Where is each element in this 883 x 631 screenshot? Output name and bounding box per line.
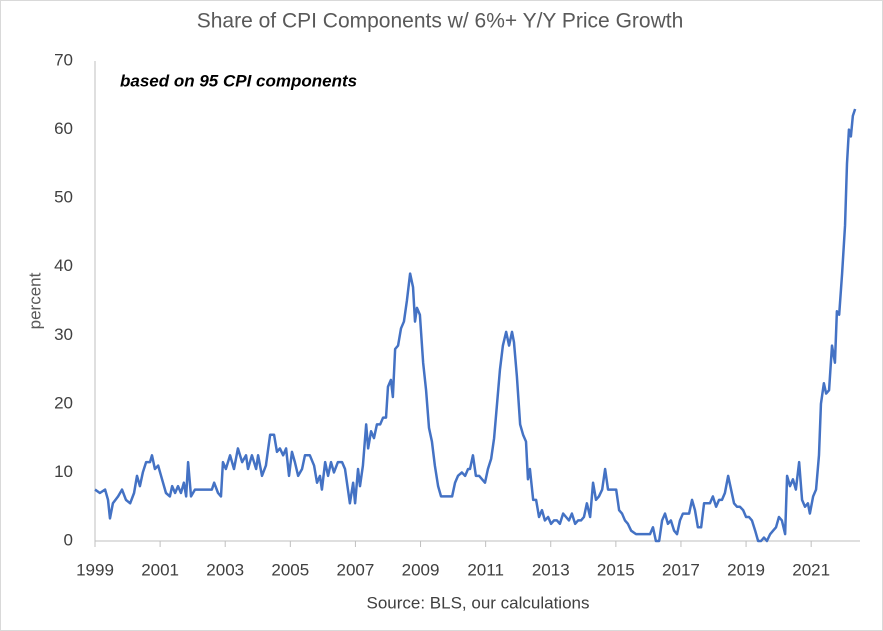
x-tick-label: 2013 — [532, 560, 570, 579]
x-axis-label: Source: BLS, our calculations — [366, 593, 589, 612]
x-tick-label: 2017 — [662, 560, 700, 579]
y-tick-label: 20 — [54, 393, 73, 412]
y-tick-label: 0 — [64, 530, 73, 549]
x-tick-label: 1999 — [76, 560, 114, 579]
y-tick-label: 70 — [54, 50, 73, 69]
y-tick-label: 10 — [54, 462, 73, 481]
y-tick-label: 30 — [54, 325, 73, 344]
x-tick-label: 2007 — [337, 560, 375, 579]
x-tick-label: 2015 — [597, 560, 635, 579]
x-tick-label: 2005 — [271, 560, 309, 579]
y-tick-label: 40 — [54, 256, 73, 275]
x-tick-label: 2003 — [206, 560, 244, 579]
annotation: based on 95 CPI components — [120, 71, 357, 90]
y-tick-label: 60 — [54, 119, 73, 138]
data-line — [94, 108, 857, 543]
x-tick-label: 2019 — [727, 560, 765, 579]
y-tick-label: 50 — [54, 188, 73, 207]
x-tick-label: 2011 — [467, 560, 504, 579]
x-tick-label: 2009 — [402, 560, 440, 579]
x-tick-label: 2001 — [141, 560, 179, 579]
y-axis-label: percent — [25, 272, 44, 329]
x-tick-label: 2021 — [792, 560, 830, 579]
chart-title: Share of CPI Components w/ 6%+ Y/Y Price… — [197, 10, 684, 33]
